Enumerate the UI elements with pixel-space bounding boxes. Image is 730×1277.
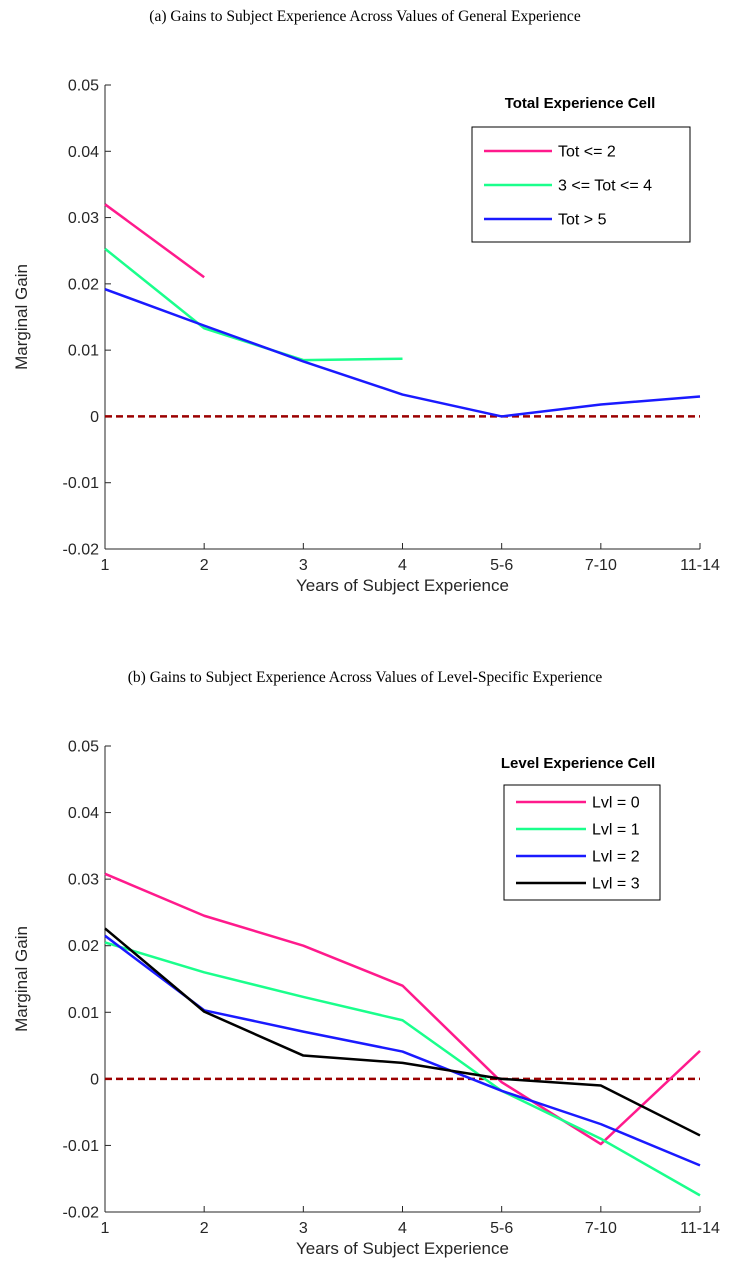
chart-a-y-axis-label: Marginal Gain [12,264,31,370]
chart-b-title: (b) Gains to Subject Experience Across V… [127,669,603,686]
chart-b-legend-title: Level Experience Cell [501,755,655,772]
chart-b-legend-label-4: Lvl = 3 [592,876,640,893]
chart-b-x-tick-label: 3 [299,1220,308,1237]
chart-a-y-tick-label: 0.01 [68,343,99,360]
chart-b-x-tick-label: 4 [398,1220,407,1237]
chart-b-legend-label-3: Lvl = 2 [592,849,640,866]
chart-b-y-tick-label: 0.05 [68,739,99,756]
chart-b-y-tick-label: 0 [90,1071,99,1088]
chart-a-series-line-1 [104,203,205,279]
chart-a-y-tick-label: -0.02 [63,542,100,559]
chart-b-y-tick-label: 0.02 [68,938,99,955]
chart-a-x-tick-label: 4 [398,557,407,574]
chart-b-x-tick-label: 7-10 [585,1220,617,1237]
chart-a-y-tick-label: -0.01 [63,475,100,492]
chart-a-legend-label-1: Tot <= 2 [558,144,616,161]
chart-a-x-tick-label: 3 [299,557,308,574]
chart-a-y-tick-label: 0.02 [68,276,99,293]
chart-a-x-tick-label: 1 [101,557,110,574]
chart-a-x-tick-label: 2 [200,557,209,574]
chart-b-y-tick-label: 0.01 [68,1005,99,1022]
chart-a-x-axis-label: Years of Subject Experience [296,576,509,595]
chart-a-legend-label-2: 3 <= Tot <= 4 [558,178,652,195]
chart-b-series-line-1 [104,872,701,1146]
chart-b-x-axis-label: Years of Subject Experience [296,1239,509,1258]
chart-b-legend-box [503,784,661,901]
chart-b-y-tick-label: 0.04 [68,805,99,822]
chart-b-legend-label-1: Lvl = 0 [592,795,640,812]
chart-b-x-tick-label: 11-14 [680,1220,720,1237]
chart-a-y-tick-label: 0.05 [68,78,99,95]
chart-b-y-tick-label: -0.01 [63,1138,100,1155]
chart-b-y-axis-label: Marginal Gain [12,926,31,1032]
chart-b-series-line-2 [104,941,701,1197]
chart-b-x-tick-label: 1 [101,1220,110,1237]
chart-a-x-tick-label: 5-6 [490,557,513,574]
chart-a-series-line-3 [104,287,701,418]
chart-a-legend-title: Total Experience Cell [505,95,656,112]
chart-a-y-tick-label: 0.04 [68,144,99,161]
chart-a-y-tick-label: 0 [90,409,99,426]
chart-b-series-line-4 [104,927,701,1137]
chart-a: 0.05 0.04 0.03 0.02 0.01 0 -0.01 -0.021 2 3 4 5-6 7-… [12,78,720,596]
chart-a-title: (a) Gains to Subject Experience Across V… [149,8,581,25]
chart-a-x-tick-label: 7-10 [585,557,617,574]
chart-a-legend-label-3: Tot > 5 [558,212,607,229]
chart-b-x-tick-label: 2 [200,1220,209,1237]
chart-a-x-tick-label: 11-14 [680,557,720,574]
chart-b-x-tick-label: 5-6 [490,1220,513,1237]
chart-b-y-tick-label: 0.03 [68,872,99,889]
chart-b-legend-label-2: Lvl = 1 [592,822,640,839]
chart-b-y-tick-label: -0.02 [63,1205,100,1222]
chart-a-y-tick-label: 0.03 [68,210,99,227]
